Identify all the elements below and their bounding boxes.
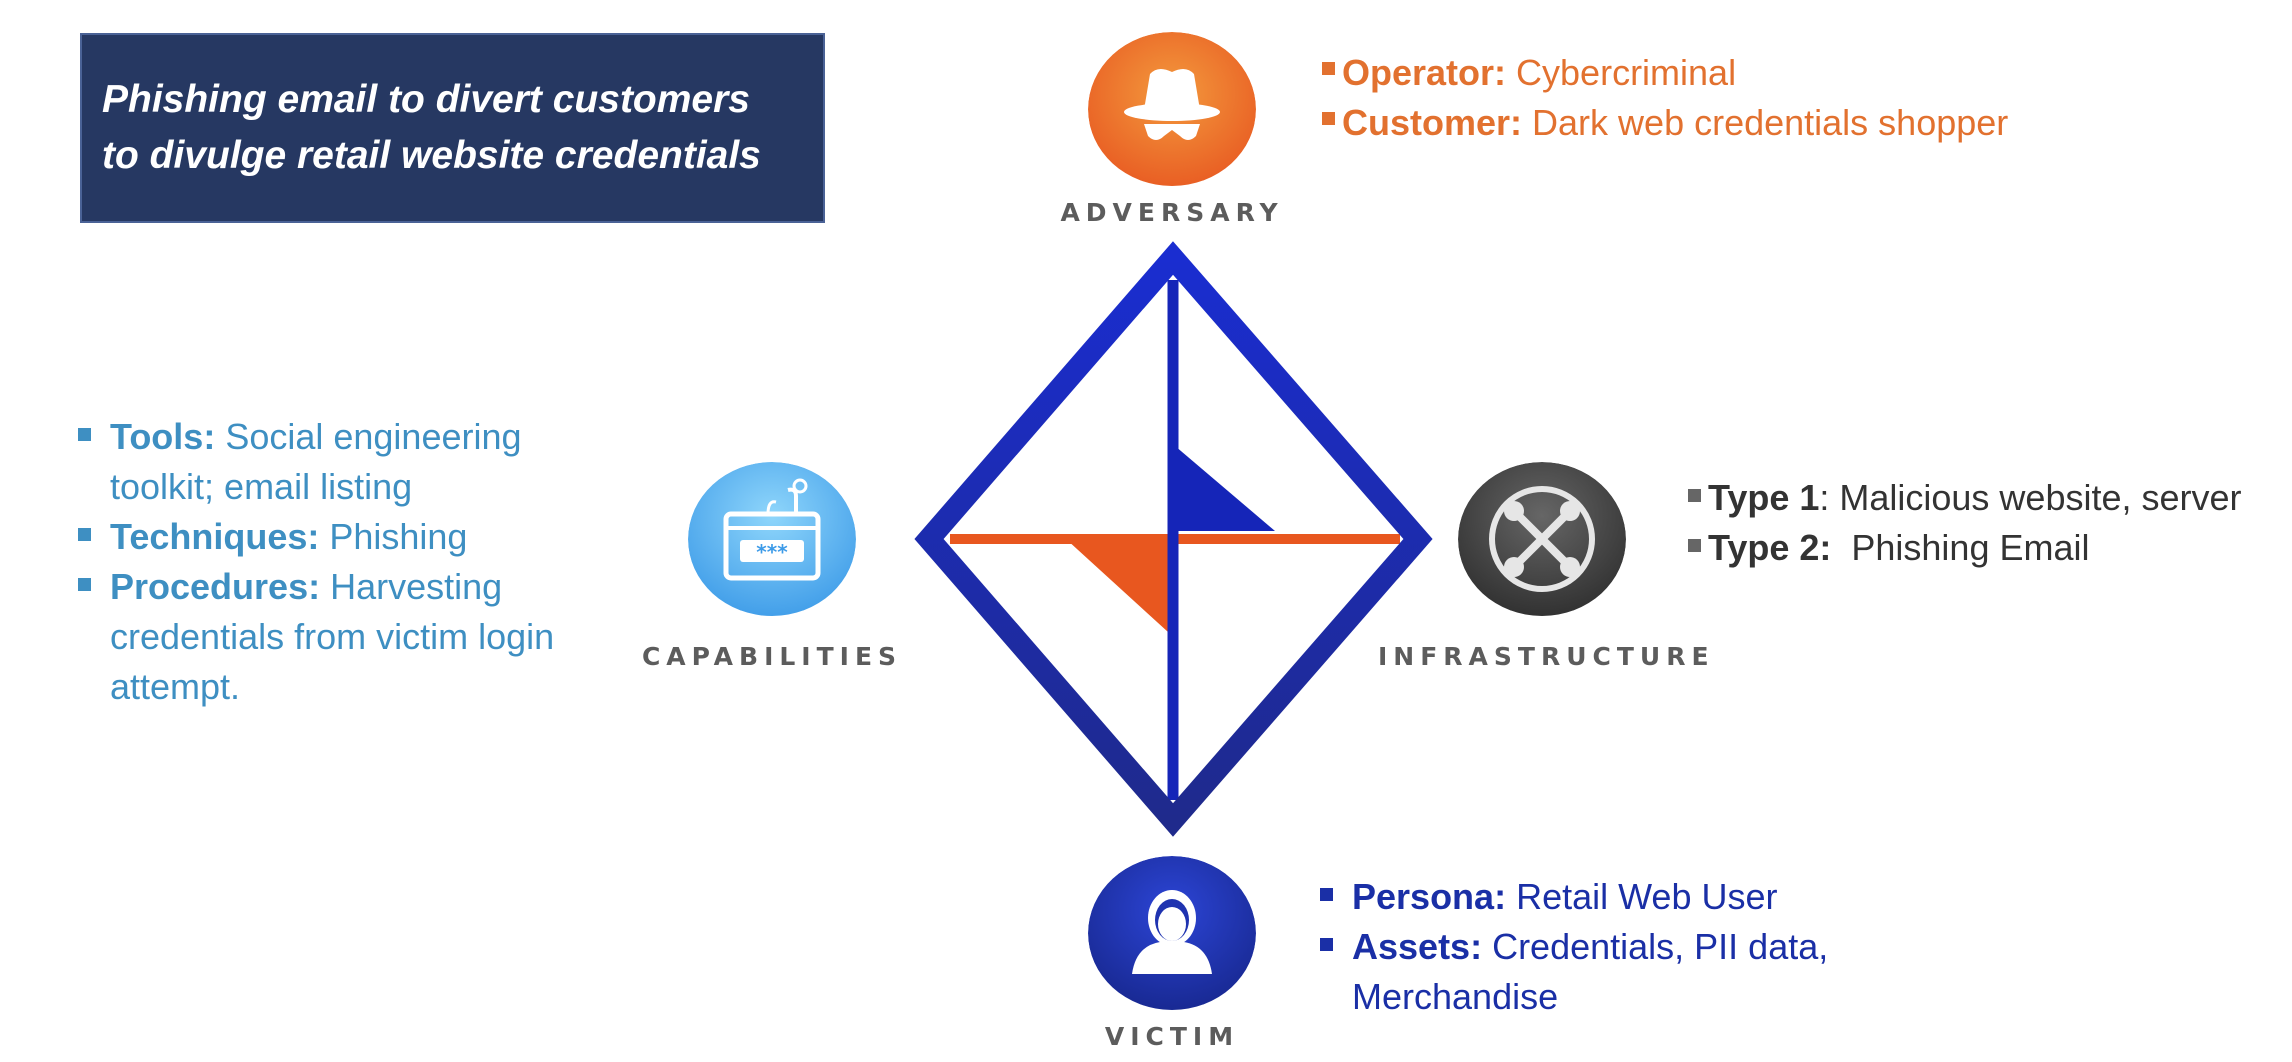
infrastructure-triangle — [1168, 440, 1275, 531]
diamond-outline — [914, 241, 1433, 837]
adversary-label: ADVERSARY — [1060, 198, 1284, 227]
victim-label: VICTIM — [1104, 1022, 1240, 1051]
bullet-square-icon — [1320, 888, 1333, 901]
infrastructure-details: Type 1: Malicious website, server Type 2… — [1688, 473, 2242, 573]
bullet-square-icon — [78, 578, 91, 591]
list-item: Procedures: Harvesting credentials from … — [78, 562, 554, 712]
title-line-1: Phishing email to divert customers — [102, 78, 750, 121]
infrastructure-label: INFRASTRUCTURE — [1378, 642, 1715, 671]
bullet-square-icon — [78, 428, 91, 441]
bullet-square-icon — [1322, 112, 1335, 125]
diagram-title: Phishing email to divert customers to di… — [102, 72, 761, 184]
bullet-square-icon — [1688, 539, 1701, 552]
password-phish-icon: *** — [688, 462, 856, 616]
bullet-square-icon — [1322, 62, 1335, 75]
capabilities-label: CAPABILITIES — [641, 642, 903, 671]
list-item: Tools: Social engineering toolkit; email… — [78, 412, 554, 512]
title-box: Phishing email to divert customers to di… — [80, 33, 825, 223]
bullet-square-icon — [1320, 938, 1333, 951]
bullet-square-icon — [1688, 489, 1701, 502]
list-item: Type 1: Malicious website, server — [1688, 473, 2242, 523]
capabilities-details: Tools: Social engineering toolkit; email… — [78, 412, 554, 712]
list-item: Assets: Credentials, PII data, Merchandi… — [1320, 922, 1828, 1022]
capability-triangle — [1066, 539, 1168, 632]
title-line-2: to divulge retail website credentials — [102, 134, 761, 177]
user-avatar-icon — [1088, 856, 1256, 1010]
bullet-square-icon — [78, 528, 91, 541]
list-item: Persona: Retail Web User — [1320, 872, 1828, 922]
victim-details: Persona: Retail Web User Assets: Credent… — [1320, 872, 1828, 1022]
list-item: Techniques: Phishing — [78, 512, 554, 562]
hat-spy-icon — [1088, 32, 1256, 186]
adversary-details: Operator: Cybercriminal Customer: Dark w… — [1322, 48, 2008, 148]
network-arrows-icon — [1458, 462, 1626, 616]
list-item: Customer: Dark web credentials shopper — [1322, 98, 2008, 148]
svg-text:***: *** — [756, 540, 788, 564]
list-item: Operator: Cybercriminal — [1322, 48, 2008, 98]
list-item: Type 2: Phishing Email — [1688, 523, 2242, 573]
